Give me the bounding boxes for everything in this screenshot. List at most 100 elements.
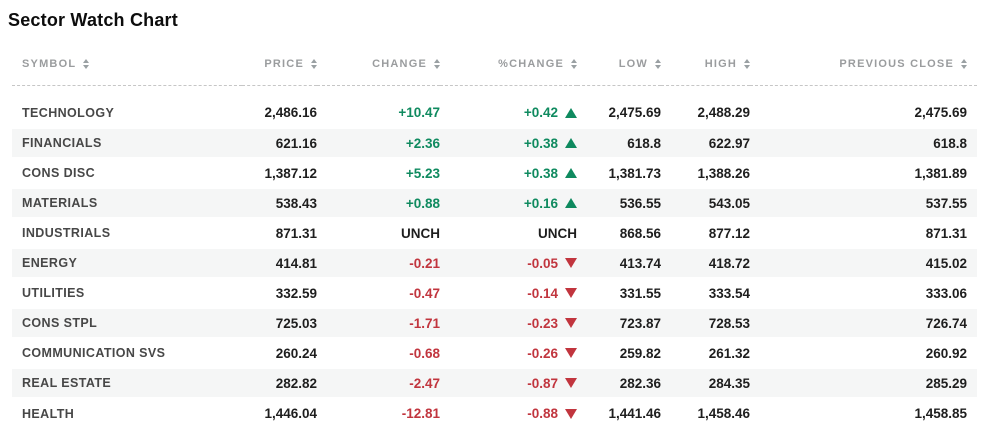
price-value: 414.81 — [275, 255, 317, 271]
change-cell: UNCH — [317, 218, 440, 248]
change-cell: +0.88 — [317, 188, 440, 218]
change-value: -0.47 — [409, 285, 440, 301]
column-header-high[interactable]: HIGH — [661, 43, 750, 86]
change-cell: +5.23 — [317, 158, 440, 188]
high-cell: 284.35 — [661, 368, 750, 398]
sort-icon — [961, 59, 967, 69]
pct-change-cell: UNCH — [440, 218, 577, 248]
high-cell: 543.05 — [661, 188, 750, 218]
prev-close-cell: 726.74 — [750, 308, 977, 338]
sector-watch-panel: Sector Watch Chart SYMBOL PRICE CHANGE %… — [0, 10, 982, 428]
column-header-change[interactable]: CHANGE — [317, 43, 440, 86]
pct-change-value: -0.05 — [527, 255, 558, 271]
sector-name: FINANCIALS — [22, 136, 102, 150]
low-cell: 2,475.69 — [577, 98, 661, 128]
low-value: 1,381.73 — [608, 165, 661, 181]
change-value: +2.36 — [405, 135, 440, 151]
column-header-pct-change[interactable]: %CHANGE — [440, 43, 577, 86]
prev-close-cell: 537.55 — [750, 188, 977, 218]
high-cell: 1,388.26 — [661, 158, 750, 188]
column-header-symbol[interactable]: SYMBOL — [12, 43, 242, 86]
table-row[interactable]: UTILITIES 332.59 -0.47 -0.14 331.55 333.… — [12, 278, 977, 308]
sector-name-cell: ENERGY — [12, 248, 242, 278]
low-cell: 259.82 — [577, 338, 661, 368]
change-cell: -0.21 — [317, 248, 440, 278]
pct-change-cell: +0.42 — [440, 98, 577, 128]
pct-change-cell: -0.88 — [440, 398, 577, 428]
change-cell: +10.47 — [317, 98, 440, 128]
price-value: 538.43 — [275, 195, 317, 211]
high-value: 261.32 — [708, 345, 750, 361]
prev-close-value: 285.29 — [925, 375, 967, 391]
sector-name: TECHNOLOGY — [22, 105, 115, 120]
price-value: 1,446.04 — [264, 406, 317, 421]
prev-close-value: 871.31 — [925, 225, 967, 241]
high-cell: 2,488.29 — [661, 98, 750, 128]
high-value: 418.72 — [708, 255, 750, 271]
table-row[interactable]: FINANCIALS 621.16 +2.36 +0.38 618.8 622.… — [12, 128, 977, 158]
trend-arrow-icon — [565, 168, 577, 178]
price-cell: 260.24 — [242, 338, 317, 368]
trend-arrow-icon — [565, 107, 577, 118]
change-value: -0.68 — [409, 345, 440, 361]
pct-change-value: +0.16 — [523, 195, 558, 211]
sector-name: MATERIALS — [22, 196, 98, 210]
low-value: 868.56 — [619, 225, 661, 241]
price-cell: 282.82 — [242, 368, 317, 398]
page-title: Sector Watch Chart — [8, 10, 178, 30]
sort-icon — [655, 59, 661, 69]
pct-change-cell: +0.16 — [440, 188, 577, 218]
high-cell: 728.53 — [661, 308, 750, 338]
prev-close-value: 1,381.89 — [914, 165, 967, 181]
column-header-previous-close[interactable]: PREVIOUS CLOSE — [750, 43, 977, 86]
trend-arrow-icon — [565, 198, 577, 208]
low-value: 2,475.69 — [608, 105, 661, 120]
table-row[interactable]: ENERGY 414.81 -0.21 -0.05 413.74 418.72 … — [12, 248, 977, 278]
pct-change-cell: -0.87 — [440, 368, 577, 398]
table-row[interactable]: INDUSTRIALS 871.31 UNCH UNCH 868.56 877.… — [12, 218, 977, 248]
price-cell: 621.16 — [242, 128, 317, 158]
prev-close-cell: 260.92 — [750, 338, 977, 368]
high-value: 1,388.26 — [697, 165, 750, 181]
price-cell: 414.81 — [242, 248, 317, 278]
pct-change-value: -0.14 — [527, 285, 558, 301]
sector-name-cell: CONS DISC — [12, 158, 242, 188]
sector-name-cell: COMMUNICATION SVS — [12, 338, 242, 368]
prev-close-cell: 871.31 — [750, 218, 977, 248]
low-value: 282.36 — [619, 375, 661, 391]
prev-close-value: 618.8 — [933, 135, 967, 151]
prev-close-value: 260.92 — [925, 345, 967, 361]
high-value: 622.97 — [708, 135, 750, 151]
table-row[interactable]: MATERIALS 538.43 +0.88 +0.16 536.55 543.… — [12, 188, 977, 218]
low-value: 259.82 — [619, 345, 661, 361]
pct-change-value: -0.88 — [527, 406, 558, 421]
sort-icon — [434, 59, 440, 69]
column-header-low[interactable]: LOW — [577, 43, 661, 86]
price-cell: 1,446.04 — [242, 398, 317, 428]
pct-change-cell: +0.38 — [440, 158, 577, 188]
price-value: 725.03 — [275, 315, 317, 331]
table-row[interactable]: REAL ESTATE 282.82 -2.47 -0.87 282.36 28… — [12, 368, 977, 398]
low-cell: 1,441.46 — [577, 398, 661, 428]
price-value: 260.24 — [275, 345, 317, 361]
high-cell: 418.72 — [661, 248, 750, 278]
low-value: 536.55 — [619, 195, 661, 211]
high-cell: 261.32 — [661, 338, 750, 368]
high-value: 877.12 — [708, 225, 750, 241]
table-row[interactable]: CONS STPL 725.03 -1.71 -0.23 723.87 728.… — [12, 308, 977, 338]
prev-close-value: 333.06 — [925, 285, 967, 301]
table-row[interactable]: COMMUNICATION SVS 260.24 -0.68 -0.26 259… — [12, 338, 977, 368]
prev-close-cell: 2,475.69 — [750, 98, 977, 128]
column-header-price[interactable]: PRICE — [242, 43, 317, 86]
low-value: 1,441.46 — [608, 406, 661, 421]
table-row[interactable]: HEALTH 1,446.04 -12.81 -0.88 1,441.46 1,… — [12, 398, 977, 428]
pct-change-value: UNCH — [538, 225, 577, 241]
prev-close-cell: 618.8 — [750, 128, 977, 158]
sector-name-cell: CONS STPL — [12, 308, 242, 338]
high-cell: 877.12 — [661, 218, 750, 248]
table-row[interactable]: CONS DISC 1,387.12 +5.23 +0.38 1,381.73 … — [12, 158, 977, 188]
change-cell: -2.47 — [317, 368, 440, 398]
table-row[interactable]: TECHNOLOGY 2,486.16 +10.47 +0.42 2,475.6… — [12, 98, 977, 128]
table-header: SYMBOL PRICE CHANGE %CHANGE LOW HIGH — [12, 43, 977, 86]
pct-change-value: +0.42 — [523, 105, 558, 120]
